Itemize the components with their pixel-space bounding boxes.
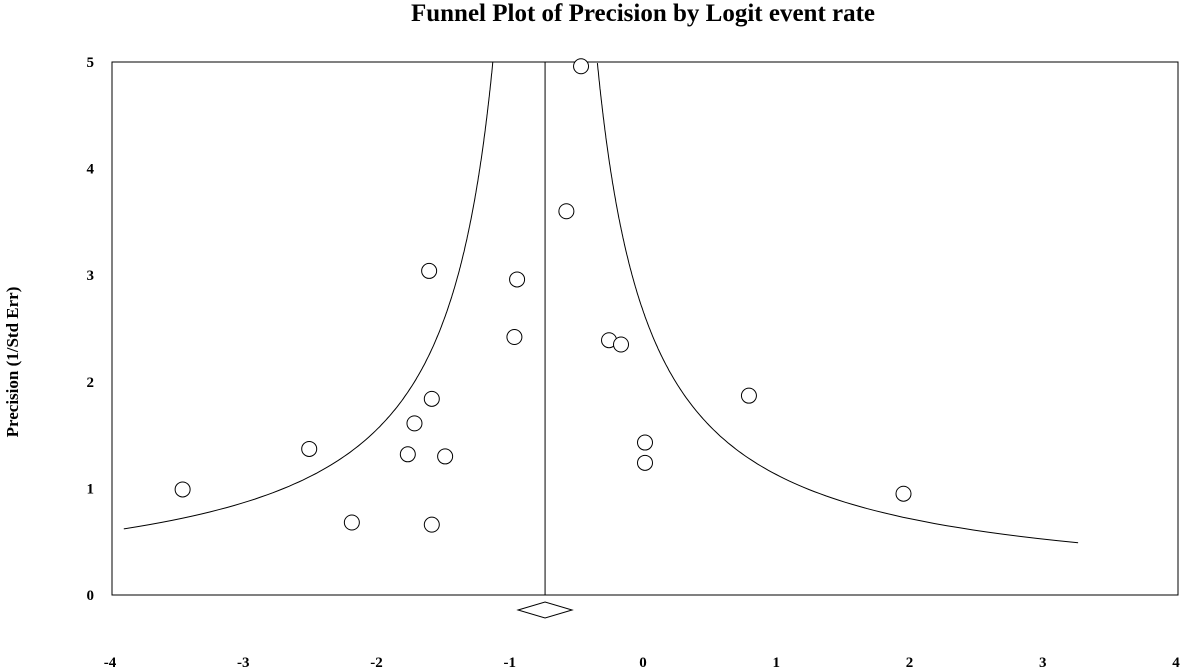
y-tick-label: 5 [87,55,95,71]
funnel-right-curve [596,63,1079,544]
study-point [740,387,757,404]
y-axis-label: Precision (1/Std Err) [3,287,22,438]
funnel-left-curve [123,61,494,530]
study-point [423,390,440,407]
study-points [174,58,912,533]
study-point [558,203,575,220]
y-tick-label: 4 [87,162,95,178]
x-tick-label: -3 [237,655,250,668]
y-tick-label: 2 [87,375,95,391]
x-tick-label: 2 [906,655,914,668]
x-tick-label: 0 [639,655,647,668]
study-point [573,58,590,75]
x-tick-label: -1 [504,655,517,668]
y-tick-labels: 0 1 2 3 4 5 [87,55,95,604]
study-point [406,415,423,432]
study-point [174,481,191,498]
study-point [637,434,653,451]
y-tick-label: 0 [87,588,95,604]
x-tick-labels: -4 -3 -2 -1 0 1 2 3 4 [104,655,1181,668]
x-tick-label: 3 [1039,655,1047,668]
study-point [423,516,440,533]
y-tick-label: 3 [87,268,95,284]
x-tick-label: 4 [1172,655,1180,668]
y-tick-label: 1 [87,481,95,497]
study-point [895,485,912,502]
study-point [437,448,454,465]
pooled-estimate-diamond [516,601,574,619]
chart-title: Funnel Plot of Precision by Logit event … [411,0,875,27]
study-point [506,329,523,346]
x-tick-label: -4 [104,655,117,668]
study-point [421,262,438,279]
x-tick-label: 1 [773,655,781,668]
study-point [301,440,318,457]
x-tick-label: -2 [370,655,383,668]
funnel-curves [123,61,1079,544]
study-point [399,446,416,463]
plot-area [111,61,1179,596]
study-point [509,271,526,288]
study-point [613,336,630,353]
study-point [343,514,360,531]
study-point [637,454,653,471]
